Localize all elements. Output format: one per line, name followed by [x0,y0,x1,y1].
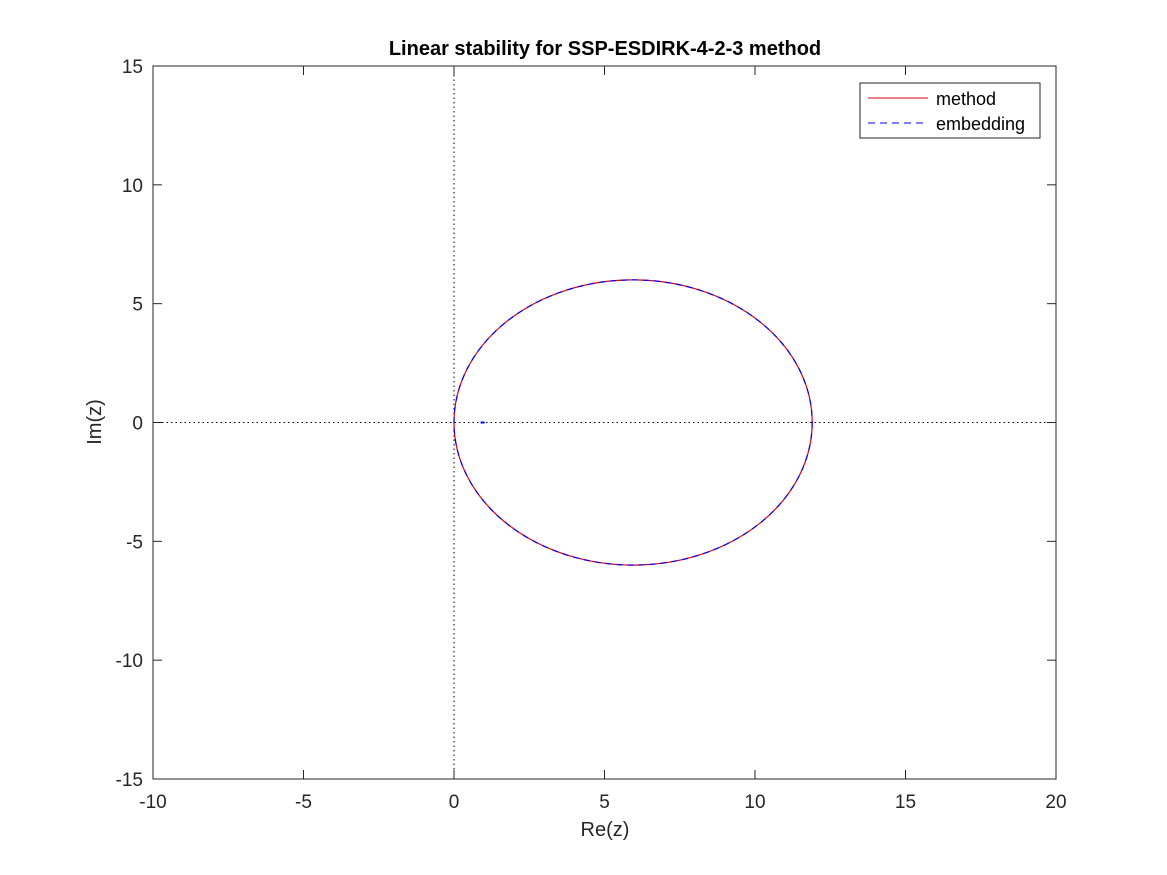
legend-box [859,82,1041,139]
legend-label-embedding: embedding [936,114,1025,134]
chart-title: Linear stability for SSP-ESDIRK-4-2-3 me… [389,38,821,60]
legend-label-method: method [936,89,996,109]
legend: method embedding [859,82,1041,139]
x-axis-label: Re(z) [581,819,630,841]
x-tick-label: -5 [295,792,312,813]
tick-marks [152,65,1057,780]
x-tick-label: 10 [744,792,765,813]
x-tick-label: 0 [449,792,460,813]
y-tick-labels: -15 -10 -5 0 5 10 15 [116,57,143,791]
x-tick-labels: -10 -5 0 5 10 15 20 [139,792,1066,813]
y-tick-label: 5 [132,295,143,316]
y-tick-label: -15 [116,770,143,791]
x-tick-label: 15 [895,792,916,813]
x-tick-label: -10 [139,792,166,813]
y-tick-label: -5 [126,532,143,553]
y-tick-label: 0 [132,414,143,435]
x-tick-label: 5 [599,792,610,813]
y-tick-label: 15 [122,57,143,78]
y-tick-label: -10 [116,651,143,672]
y-tick-label: 10 [122,176,143,197]
series-layer [453,279,813,566]
x-tick-label: 20 [1045,792,1066,813]
y-axis-label: Im(z) [84,399,106,445]
series-embedding-curve [453,279,813,566]
